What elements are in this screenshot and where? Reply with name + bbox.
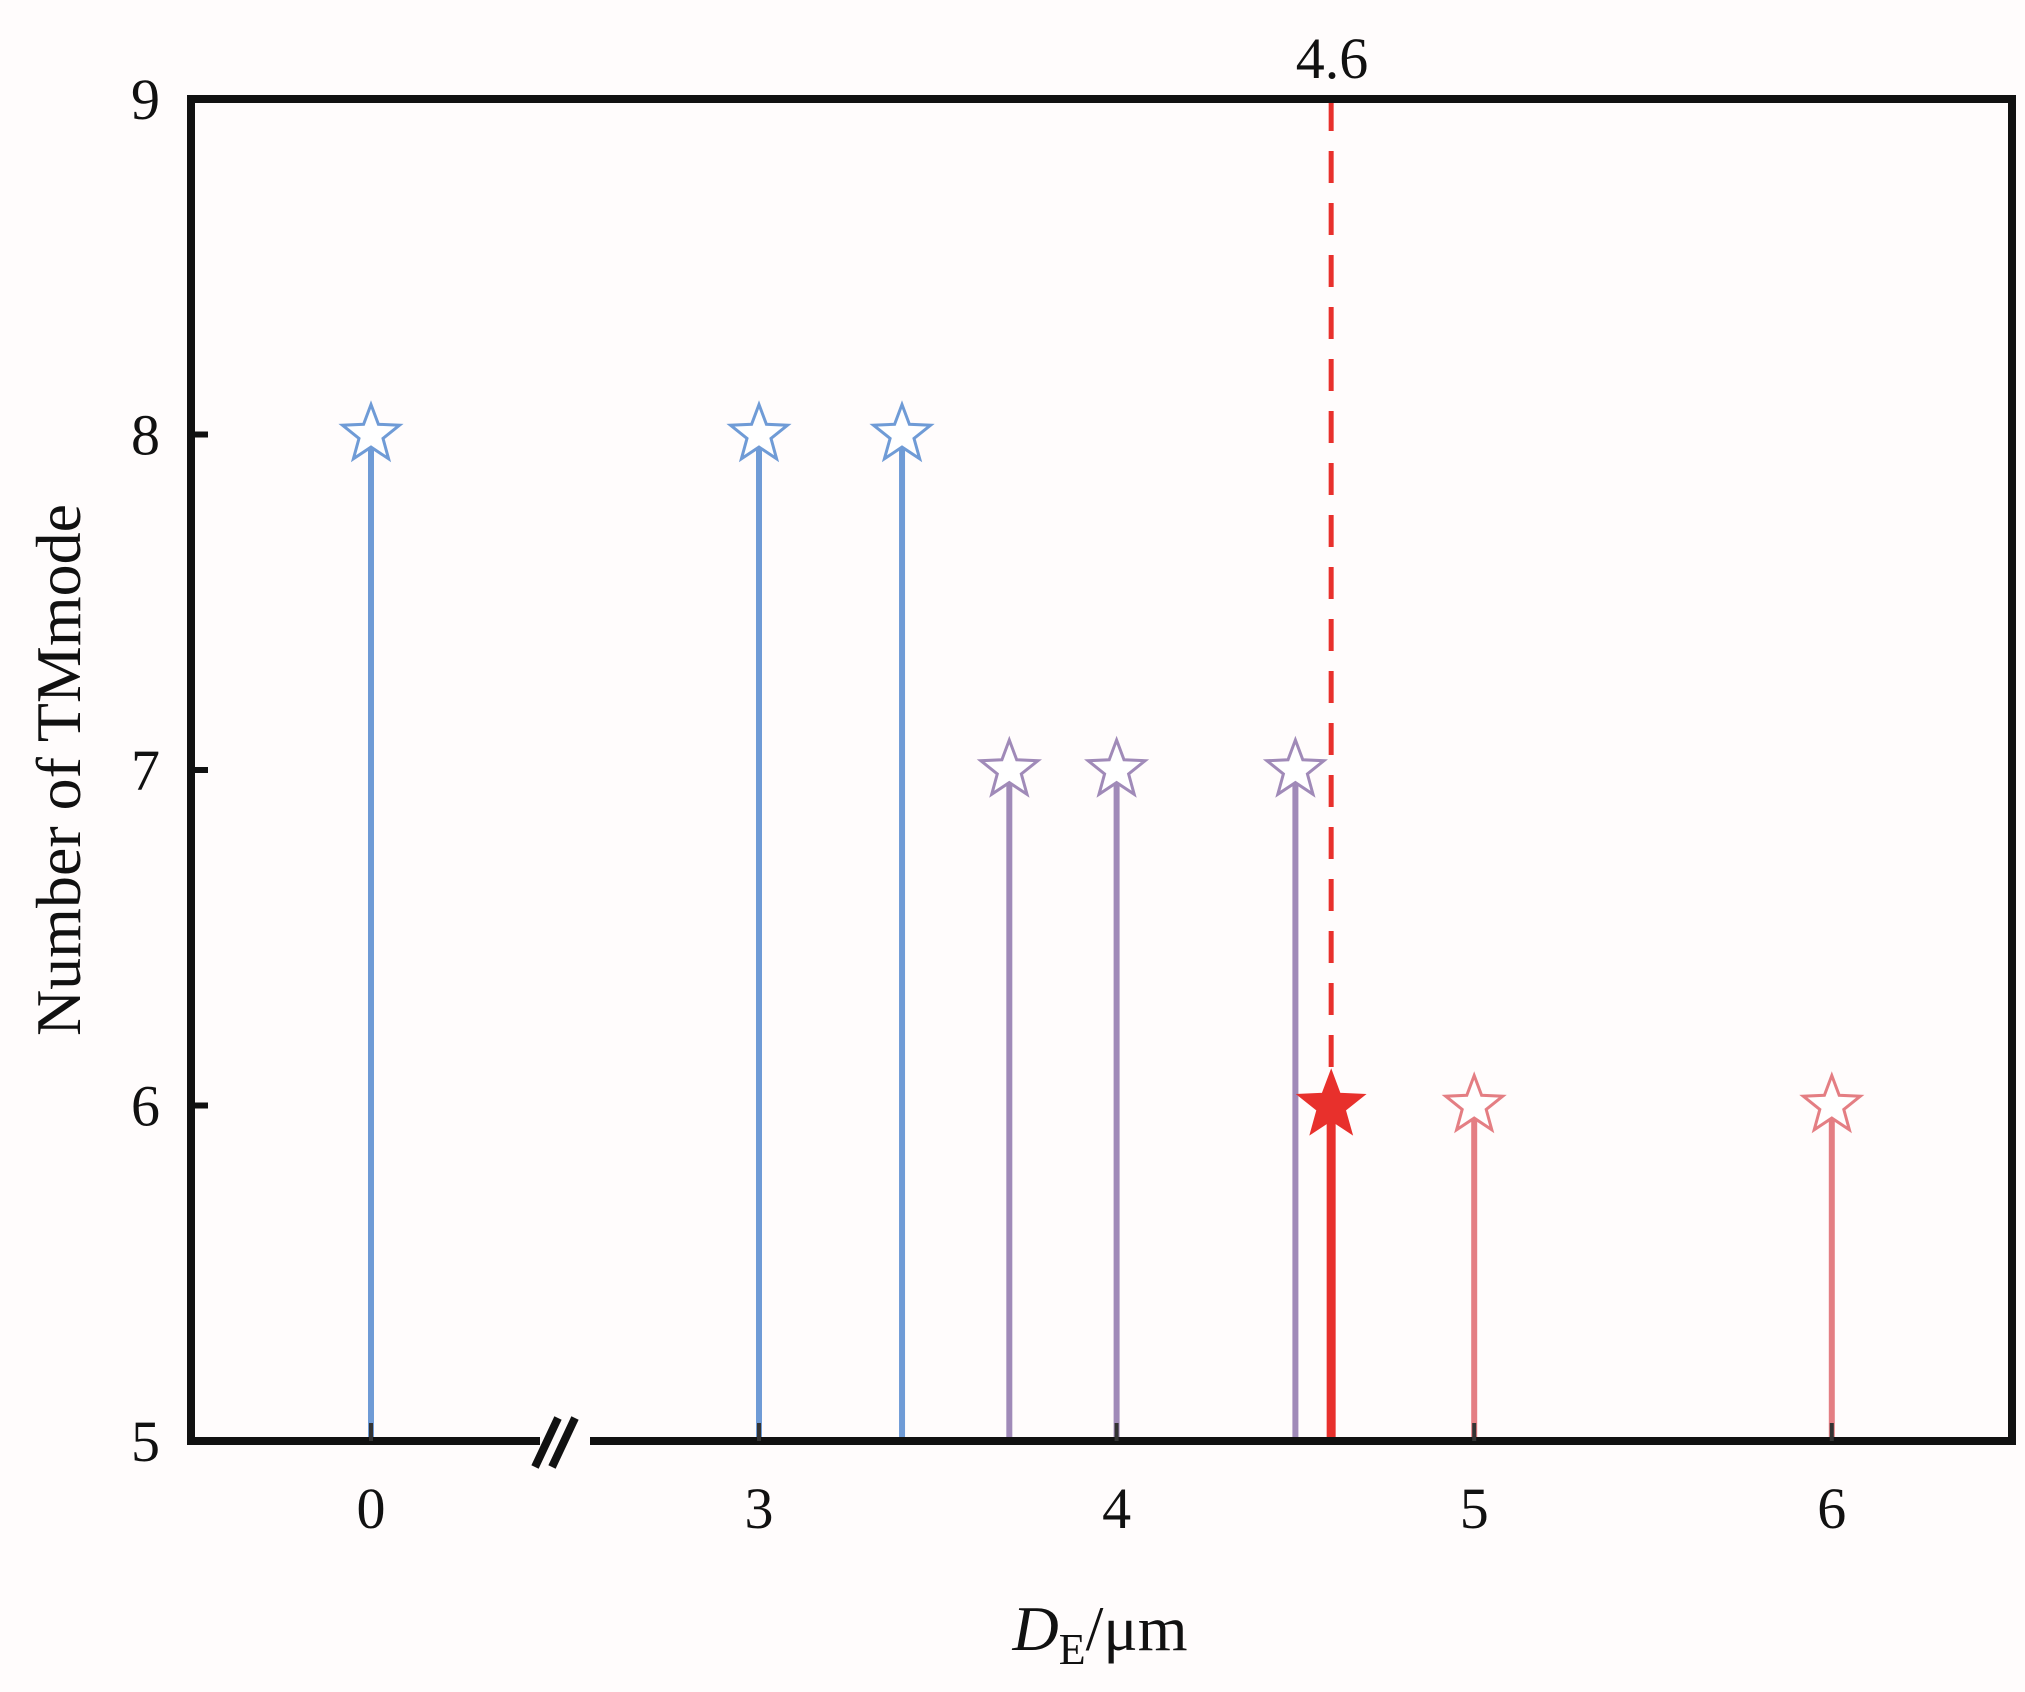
x-axis-label: DE/μm: [1012, 1593, 1188, 1674]
y-tick-label: 9: [131, 67, 160, 132]
star-marker-blue: [338, 400, 404, 463]
x-label-main: D: [1012, 1593, 1059, 1664]
star-marker-purple: [1262, 735, 1328, 798]
y-axis-label: Number of TMmode: [23, 504, 94, 1036]
y-tick-label: 8: [131, 403, 160, 468]
star-marker-blue: [869, 400, 935, 463]
star-marker-purple: [976, 735, 1042, 798]
star-marker-pink: [1799, 1071, 1865, 1134]
x-tick-label: 3: [745, 1476, 774, 1541]
y-tick-label: 7: [131, 738, 160, 803]
x-label-subscript: E: [1059, 1625, 1086, 1674]
x-tick-label: 5: [1460, 1476, 1489, 1541]
x-tick-label: 0: [357, 1476, 386, 1541]
y-tick-label: 5: [131, 1409, 160, 1474]
reference-line-label: 4.6: [1296, 26, 1369, 91]
star-marker-purple: [1084, 735, 1150, 798]
star-marker-pink: [1441, 1071, 1507, 1134]
star-marker-blue: [726, 400, 792, 463]
star-marker-highlight: [1295, 1068, 1367, 1136]
axis-break-icon: [531, 1416, 590, 1469]
x-tick-label: 4: [1102, 1476, 1131, 1541]
y-tick-label: 6: [131, 1074, 160, 1139]
x-tick-label: 6: [1817, 1476, 1846, 1541]
x-label-unit: /μm: [1086, 1593, 1188, 1664]
